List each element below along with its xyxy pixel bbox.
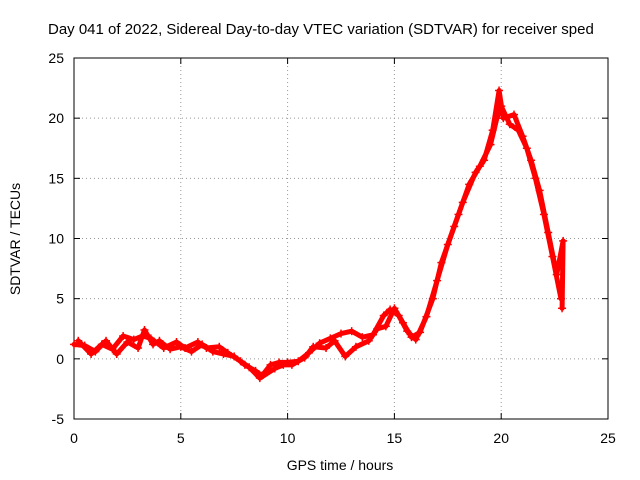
data-point: [193, 337, 202, 346]
data-point: [381, 322, 390, 331]
data-point: [471, 168, 480, 177]
y-tick-label: 20: [48, 110, 64, 126]
data-point: [379, 311, 388, 320]
data-point: [527, 156, 536, 165]
data-point: [358, 333, 367, 342]
y-tick-labels: -5 0 5 10 15 20 25: [48, 50, 64, 427]
y-tick-label: -5: [52, 411, 65, 427]
data-point: [279, 360, 288, 369]
x-tick-label: 10: [280, 430, 296, 446]
x-tick-label: 25: [600, 430, 616, 446]
data-point: [270, 364, 279, 373]
data-point: [495, 86, 504, 95]
data-point: [138, 331, 147, 340]
data-point: [97, 340, 106, 349]
data-point: [112, 350, 121, 359]
data-point: [236, 357, 245, 366]
y-tick-label: 5: [56, 291, 64, 307]
data-point: [129, 335, 138, 344]
data-point: [74, 336, 83, 345]
data-point: [255, 374, 264, 383]
data-point: [134, 344, 143, 353]
y-tick-label: 15: [48, 170, 64, 186]
axis-ticks: [73, 57, 609, 420]
data-point: [146, 334, 155, 343]
y-axis-label: SDTVAR / TECUs: [7, 183, 23, 295]
data-point: [245, 363, 254, 372]
data-point: [480, 156, 489, 165]
x-tick-label: 0: [70, 430, 78, 446]
data-point: [428, 294, 437, 303]
data-point: [108, 345, 117, 354]
data-point: [544, 228, 553, 237]
data-point: [330, 336, 339, 345]
x-tick-label: 20: [493, 430, 509, 446]
data-point: [202, 344, 211, 353]
data-point: [223, 348, 232, 357]
data-point: [172, 337, 181, 346]
data-point: [347, 327, 356, 336]
data-point: [140, 325, 149, 334]
data-point: [309, 342, 318, 351]
y-tick-label: 10: [48, 231, 64, 247]
data-point: [373, 324, 382, 333]
data-point: [300, 353, 309, 362]
data-point: [337, 329, 345, 338]
x-axis-label: GPS time / hours: [287, 457, 394, 473]
data-point: [215, 342, 224, 351]
data-point: [119, 331, 128, 340]
data-point: [407, 333, 416, 342]
data-point: [499, 114, 508, 123]
data-point: [102, 336, 111, 345]
y-tick-label: 25: [48, 50, 64, 66]
series-sdtvar: [70, 86, 568, 383]
data-point: [287, 360, 296, 369]
x-tick-label: 15: [387, 430, 403, 446]
x-tick-label: 5: [177, 430, 185, 446]
grid-lines: [74, 58, 608, 419]
data-point: [488, 126, 497, 135]
data-point: [364, 336, 373, 345]
data-point: [505, 120, 514, 129]
data-point: [416, 328, 425, 337]
data-point: [558, 304, 567, 313]
data-point: [458, 198, 467, 207]
data-point: [450, 222, 459, 231]
data-point: [390, 304, 399, 313]
data-point: [326, 334, 335, 343]
data-point: [552, 270, 561, 279]
data-point: [341, 352, 350, 361]
data-point: [159, 344, 168, 353]
data-point: [510, 110, 519, 119]
data-point: [398, 318, 407, 327]
data-point: [87, 350, 96, 359]
data-point: [535, 186, 544, 195]
data-point: [559, 236, 568, 245]
data-point: [70, 340, 78, 349]
x-tick-labels: 0 5 10 15 20 25: [70, 430, 616, 446]
data-point: [322, 344, 331, 353]
chart-title: Day 041 of 2022, Sidereal Day-to-day VTE…: [48, 21, 594, 38]
data-point: [437, 258, 446, 267]
data-point: [266, 360, 275, 369]
data-point: [187, 347, 196, 356]
data-point: [351, 342, 360, 351]
y-tick-label: 0: [56, 351, 64, 367]
data-point: [518, 132, 527, 141]
data-point: [181, 344, 190, 353]
